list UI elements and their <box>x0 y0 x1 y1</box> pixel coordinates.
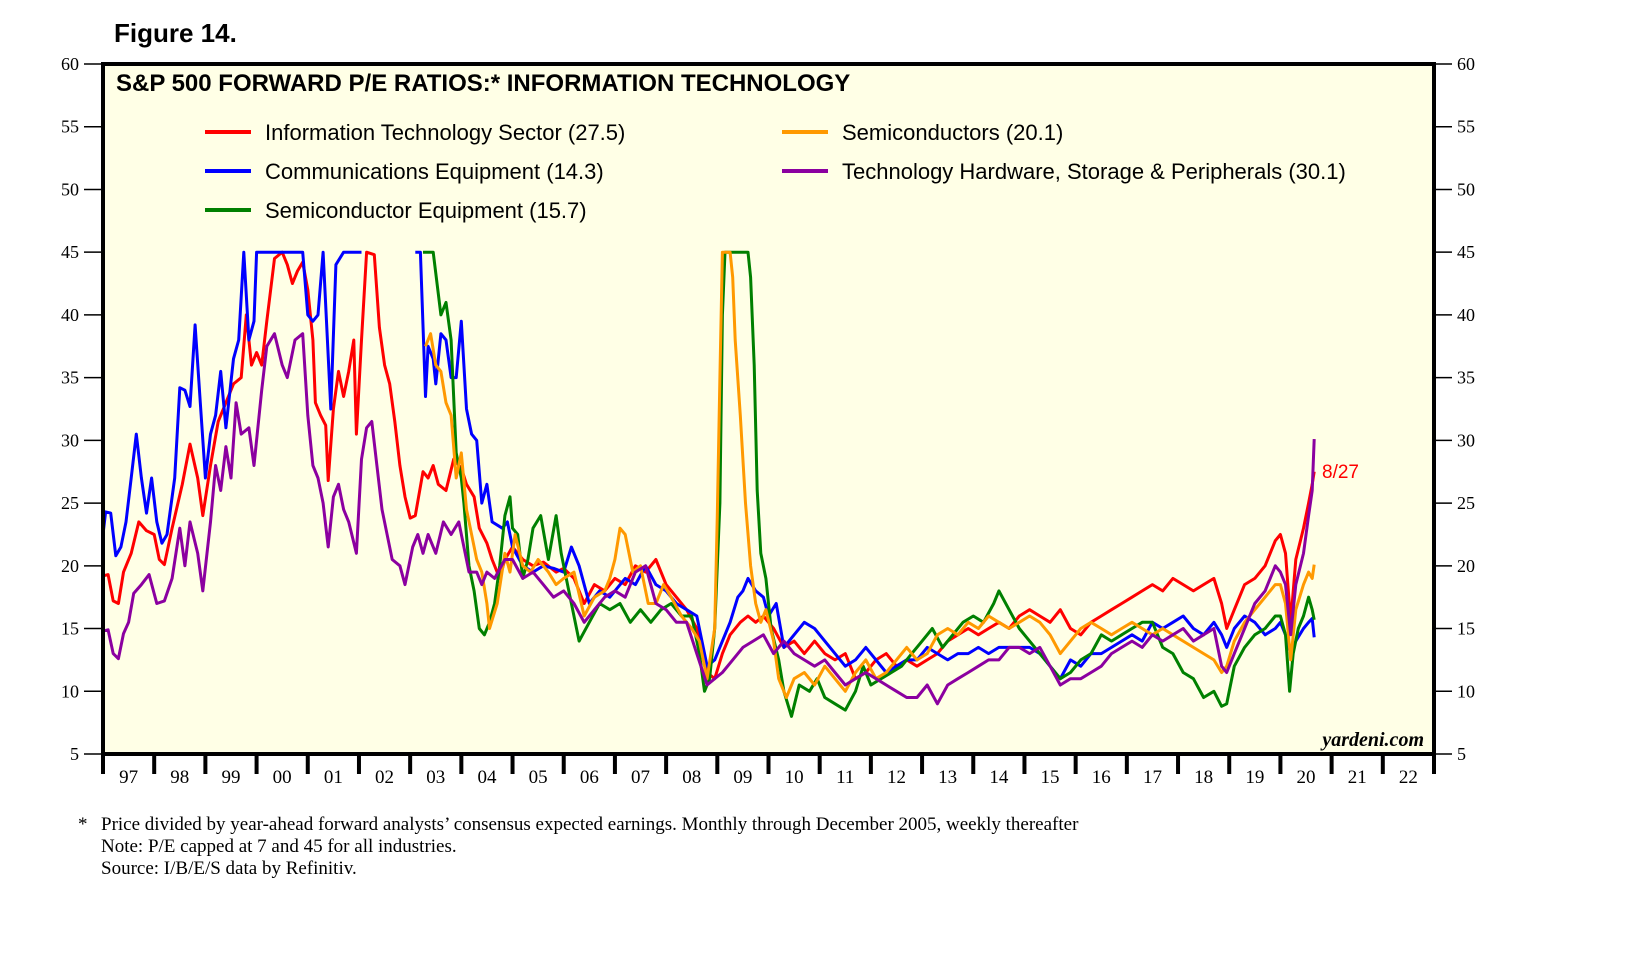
chart-title: S&P 500 FORWARD P/E RATIOS:* INFORMATION… <box>116 70 850 97</box>
footnote-line-3: Source: I/B/E/S data by Refinitiv. <box>101 858 357 879</box>
watermark: yardeni.com <box>1320 729 1424 751</box>
legend-label: Communications Equipment (14.3) <box>265 159 604 184</box>
y-tick-label-left: 15 <box>61 619 79 639</box>
x-tick-label: 10 <box>785 767 804 788</box>
footnote-line-2: Note: P/E capped at 7 and 45 for all ind… <box>101 836 457 857</box>
x-tick-label: 20 <box>1297 767 1316 788</box>
y-tick-label-left: 55 <box>61 117 79 137</box>
y-tick-label-right: 10 <box>1457 681 1475 701</box>
y-tick-label-right: 15 <box>1457 619 1475 639</box>
y-tick-label-left: 5 <box>70 744 79 764</box>
x-axis: 97 98 99 00 01 02 03 04 05 06 07 08 09 10 11 12 13 14 15 16… <box>101 754 1436 788</box>
y-tick-label-left: 35 <box>61 368 79 388</box>
y-tick-label-right: 40 <box>1457 305 1475 325</box>
x-tick-label: 06 <box>580 767 599 788</box>
x-tick-label: 00 <box>273 767 292 788</box>
series-line-3 <box>423 250 1316 718</box>
y-axis-right: 5 10 15 20 25 30 35 40 45 50 55 60 <box>1434 54 1475 764</box>
footnotes: * Price divided by year-ahead forward ana… <box>78 814 1078 880</box>
x-tick-label: 14 <box>989 767 1009 788</box>
y-tick-label-left: 10 <box>61 681 79 701</box>
legend-label: Semiconductors (20.1) <box>842 120 1063 145</box>
x-tick-label: 09 <box>733 767 752 788</box>
y-tick-label-right: 45 <box>1457 242 1475 262</box>
series-line-2 <box>415 250 1316 681</box>
legend-label: Information Technology Sector (27.5) <box>265 120 625 145</box>
footnote-star: * <box>78 814 88 835</box>
figure-label: Figure 14. <box>114 18 237 48</box>
y-tick-label-right: 50 <box>1457 179 1475 199</box>
y-tick-label-left: 40 <box>61 305 79 325</box>
series-line-1 <box>101 250 362 558</box>
series-line-5 <box>102 332 1316 706</box>
y-tick-label-left: 20 <box>61 556 79 576</box>
x-tick-label: 98 <box>170 767 189 788</box>
y-tick-label-right: 30 <box>1457 430 1475 450</box>
y-tick-label-left: 30 <box>61 430 79 450</box>
legend-label: Semiconductor Equipment (15.7) <box>265 198 587 223</box>
y-tick-label-left: 45 <box>61 242 79 262</box>
legend: Information Technology Sector (27.5) Comm… <box>205 120 1346 223</box>
x-tick-label: 12 <box>887 767 906 788</box>
x-tick-label: 02 <box>375 767 394 788</box>
x-tick-label: 17 <box>1143 767 1162 788</box>
legend-label: Technology Hardware, Storage & Periphera… <box>842 159 1346 184</box>
series-lines <box>101 250 1316 718</box>
x-tick-label: 03 <box>426 767 445 788</box>
plot-background <box>103 64 1434 754</box>
y-tick-label-left: 50 <box>61 179 79 199</box>
y-tick-label-right: 60 <box>1457 54 1475 74</box>
x-tick-label: 16 <box>1092 767 1111 788</box>
y-axis-left: 5 10 15 20 25 30 35 40 45 50 55 60 <box>61 54 103 764</box>
footnote-line-1: Price divided by year-ahead forward anal… <box>101 814 1079 835</box>
x-tick-label: 18 <box>1194 767 1213 788</box>
x-tick-label: 21 <box>1348 767 1367 788</box>
x-tick-label: 13 <box>938 767 957 788</box>
x-tick-label: 08 <box>682 767 701 788</box>
x-tick-label: 99 <box>221 767 240 788</box>
x-tick-label: 05 <box>529 767 548 788</box>
y-tick-label-right: 20 <box>1457 556 1475 576</box>
x-tick-label: 19 <box>1245 767 1264 788</box>
x-tick-label: 11 <box>836 767 854 788</box>
x-tick-label: 22 <box>1399 767 1418 788</box>
y-tick-label-right: 35 <box>1457 368 1475 388</box>
x-tick-label: 01 <box>324 767 343 788</box>
x-tick-label: 15 <box>1041 767 1060 788</box>
y-tick-label-right: 25 <box>1457 493 1475 513</box>
y-tick-label-right: 55 <box>1457 117 1475 137</box>
series-line-0 <box>102 250 1316 681</box>
x-tick-label: 97 <box>119 767 138 788</box>
date-annotation: 8/27 <box>1322 462 1359 483</box>
y-tick-label-left: 60 <box>61 54 79 74</box>
x-tick-label: 04 <box>477 767 497 788</box>
plot-frame <box>101 62 1436 756</box>
y-tick-label-left: 25 <box>61 493 79 513</box>
y-tick-label-right: 5 <box>1457 744 1466 764</box>
x-tick-label: 07 <box>631 767 650 788</box>
